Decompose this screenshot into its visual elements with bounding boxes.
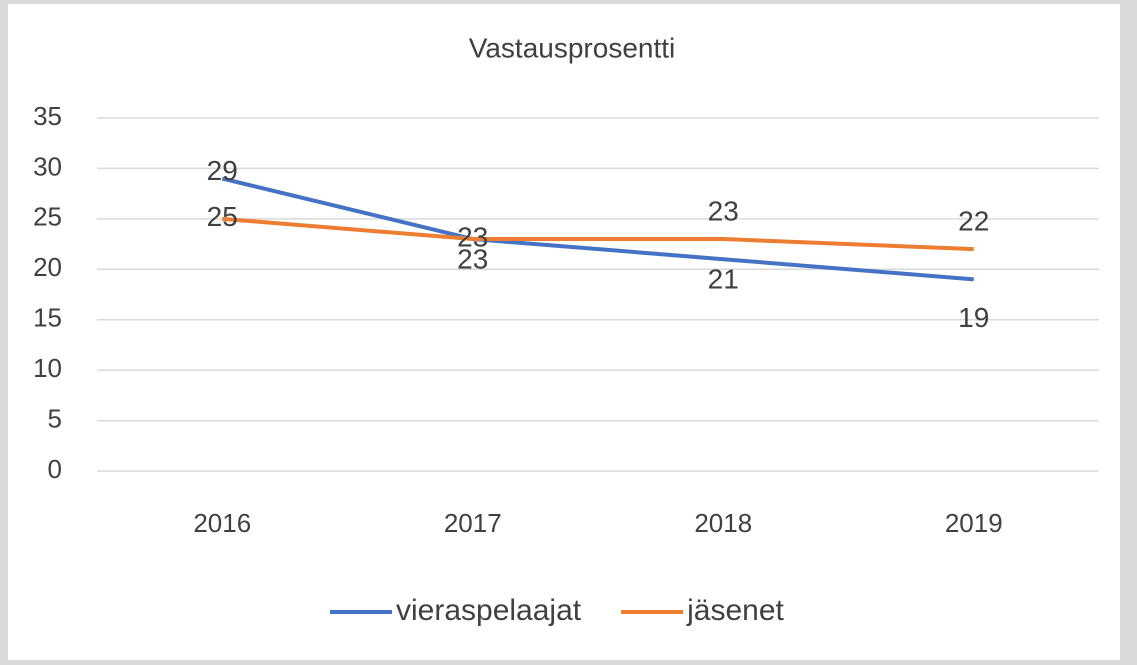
data-label: 23	[708, 195, 739, 226]
y-tick-label: 10	[33, 353, 62, 383]
data-label: 19	[958, 302, 989, 333]
data-label: 22	[958, 206, 989, 237]
x-tick-label: 2019	[945, 508, 1003, 538]
x-tick-label: 2016	[193, 508, 251, 538]
data-label: 29	[207, 155, 238, 186]
chart-background	[8, 4, 1120, 660]
x-tick-label: 2017	[444, 508, 502, 538]
y-tick-label: 5	[48, 403, 62, 433]
series-line	[222, 216, 974, 252]
data-label: 25	[207, 201, 238, 232]
y-tick-label: 0	[48, 454, 62, 484]
x-tick-label: 2018	[694, 508, 752, 538]
y-tick-label: 15	[33, 303, 62, 333]
y-tick-label: 35	[33, 101, 62, 131]
y-tick-label: 30	[33, 151, 62, 181]
series-line	[221, 176, 974, 282]
data-label: 23	[457, 221, 488, 252]
data-label: 21	[708, 264, 739, 295]
y-tick-label: 25	[33, 202, 62, 232]
y-tick-label: 20	[33, 252, 62, 282]
chart-title: Vastausprosentti	[469, 32, 676, 63]
data-label: 23	[457, 243, 488, 274]
legend-label: jäsenet	[686, 594, 784, 627]
legend-label: vieraspelaajat	[396, 594, 582, 627]
